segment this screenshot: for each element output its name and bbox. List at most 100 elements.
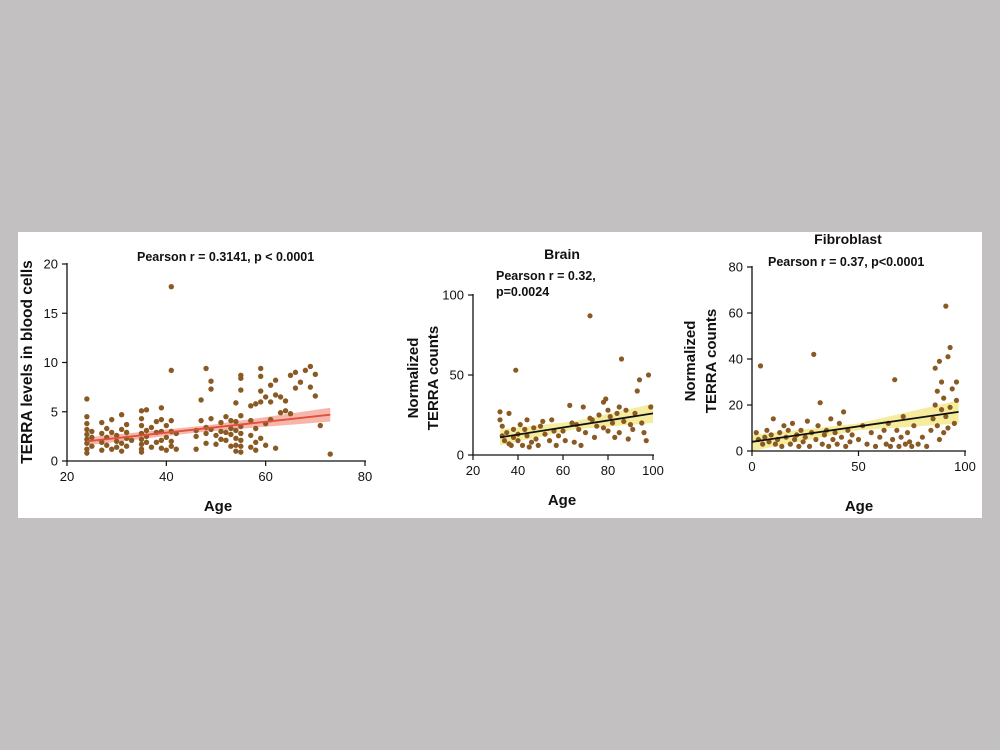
data-point bbox=[123, 429, 130, 436]
data-point bbox=[762, 434, 768, 440]
data-point bbox=[562, 438, 568, 444]
data-point bbox=[934, 423, 940, 429]
chart-panel-3: 0 50 100 0 20 40 60 80 Fibroblast Pearson r = 0.3… bbox=[682, 231, 976, 515]
data-point bbox=[138, 436, 145, 443]
data-point bbox=[89, 428, 95, 435]
data-point bbox=[603, 396, 609, 402]
pearson-annotation: Pearson r = 0.3141, p < 0.0001 bbox=[137, 250, 314, 264]
data-point bbox=[522, 426, 528, 432]
data-point bbox=[760, 441, 766, 447]
data-point bbox=[292, 369, 299, 376]
data-point bbox=[526, 444, 532, 450]
data-point bbox=[621, 418, 627, 424]
data-point bbox=[277, 394, 284, 400]
y-tick-label: 40 bbox=[729, 352, 743, 367]
data-point bbox=[317, 422, 323, 429]
x-tick-label: 60 bbox=[556, 463, 570, 478]
data-point bbox=[302, 367, 309, 374]
data-point bbox=[228, 417, 234, 424]
data-point bbox=[89, 443, 95, 449]
y-tick-label: 0 bbox=[51, 454, 58, 469]
data-point bbox=[764, 427, 770, 433]
data-point bbox=[158, 445, 165, 451]
data-point bbox=[104, 425, 110, 432]
x-tick-label: 0 bbox=[748, 459, 755, 474]
data-point bbox=[208, 378, 214, 384]
data-point bbox=[148, 444, 155, 450]
y-tick-label: 20 bbox=[729, 398, 743, 413]
data-point bbox=[911, 423, 917, 429]
data-point bbox=[153, 418, 160, 425]
y-tick-label: 50 bbox=[450, 368, 464, 383]
data-point bbox=[109, 446, 115, 452]
data-point bbox=[233, 427, 239, 434]
data-point bbox=[838, 434, 845, 440]
data-point bbox=[936, 358, 943, 364]
data-point bbox=[118, 426, 125, 433]
data-point bbox=[218, 436, 224, 443]
data-point bbox=[84, 420, 90, 427]
data-point bbox=[549, 417, 555, 423]
data-point bbox=[282, 398, 289, 404]
data-point bbox=[616, 430, 622, 436]
data-point bbox=[223, 429, 229, 436]
data-point bbox=[847, 439, 853, 445]
data-point bbox=[297, 379, 304, 385]
data-point bbox=[949, 386, 955, 392]
data-point bbox=[528, 439, 535, 445]
data-point bbox=[919, 434, 926, 440]
data-point bbox=[168, 417, 174, 424]
data-point bbox=[499, 423, 505, 429]
data-point bbox=[143, 439, 150, 445]
data-point bbox=[904, 430, 911, 436]
data-point bbox=[497, 417, 503, 423]
data-point bbox=[941, 395, 947, 401]
data-point bbox=[535, 442, 541, 448]
data-point bbox=[945, 354, 951, 360]
data-point bbox=[596, 412, 602, 418]
data-point bbox=[238, 449, 244, 455]
data-point bbox=[777, 430, 783, 436]
data-point bbox=[907, 439, 913, 445]
figure-svg: 20 40 60 80 0 5 10 15 20 Pearson r = 0.3141, p < … bbox=[19, 231, 976, 515]
y-tick-label: 10 bbox=[44, 355, 58, 370]
data-point bbox=[203, 365, 209, 372]
data-point bbox=[639, 420, 645, 426]
data-point bbox=[143, 427, 150, 434]
data-point bbox=[542, 431, 548, 437]
data-point bbox=[267, 382, 274, 388]
data-point bbox=[248, 444, 254, 450]
data-point bbox=[118, 448, 125, 454]
data-point bbox=[497, 409, 503, 415]
x-tick-label: 40 bbox=[511, 463, 525, 478]
data-point bbox=[943, 303, 949, 309]
data-point bbox=[943, 413, 949, 420]
data-point bbox=[267, 399, 274, 405]
data-point bbox=[930, 416, 936, 422]
y-axis-label: Normalized bbox=[682, 321, 699, 402]
data-point bbox=[819, 441, 825, 447]
x-tick-label: 80 bbox=[358, 469, 372, 484]
data-point bbox=[515, 438, 521, 444]
data-point bbox=[84, 396, 90, 402]
data-point bbox=[113, 444, 120, 450]
data-point bbox=[228, 425, 234, 432]
data-point bbox=[218, 428, 224, 435]
data-point bbox=[501, 438, 508, 444]
chart-panel-2: 20 40 60 80 100 0 50 100 Brain Pearson r = 0.32, p… bbox=[405, 246, 664, 509]
data-point bbox=[84, 450, 90, 456]
x-tick-label: 20 bbox=[60, 469, 74, 484]
data-point bbox=[645, 372, 652, 378]
data-point bbox=[811, 351, 817, 357]
chart-panel-1: 20 40 60 80 0 5 10 15 20 Pearson r = 0.3141, p < … bbox=[19, 250, 372, 515]
data-point bbox=[238, 412, 244, 419]
data-point bbox=[828, 416, 834, 422]
data-point bbox=[540, 418, 546, 424]
data-point bbox=[138, 408, 145, 414]
data-point bbox=[591, 434, 598, 440]
y-tick-label: 20 bbox=[44, 257, 58, 272]
data-point bbox=[587, 313, 593, 319]
y-tick-label: 15 bbox=[44, 306, 58, 321]
data-point bbox=[138, 449, 145, 455]
data-point bbox=[253, 425, 259, 432]
